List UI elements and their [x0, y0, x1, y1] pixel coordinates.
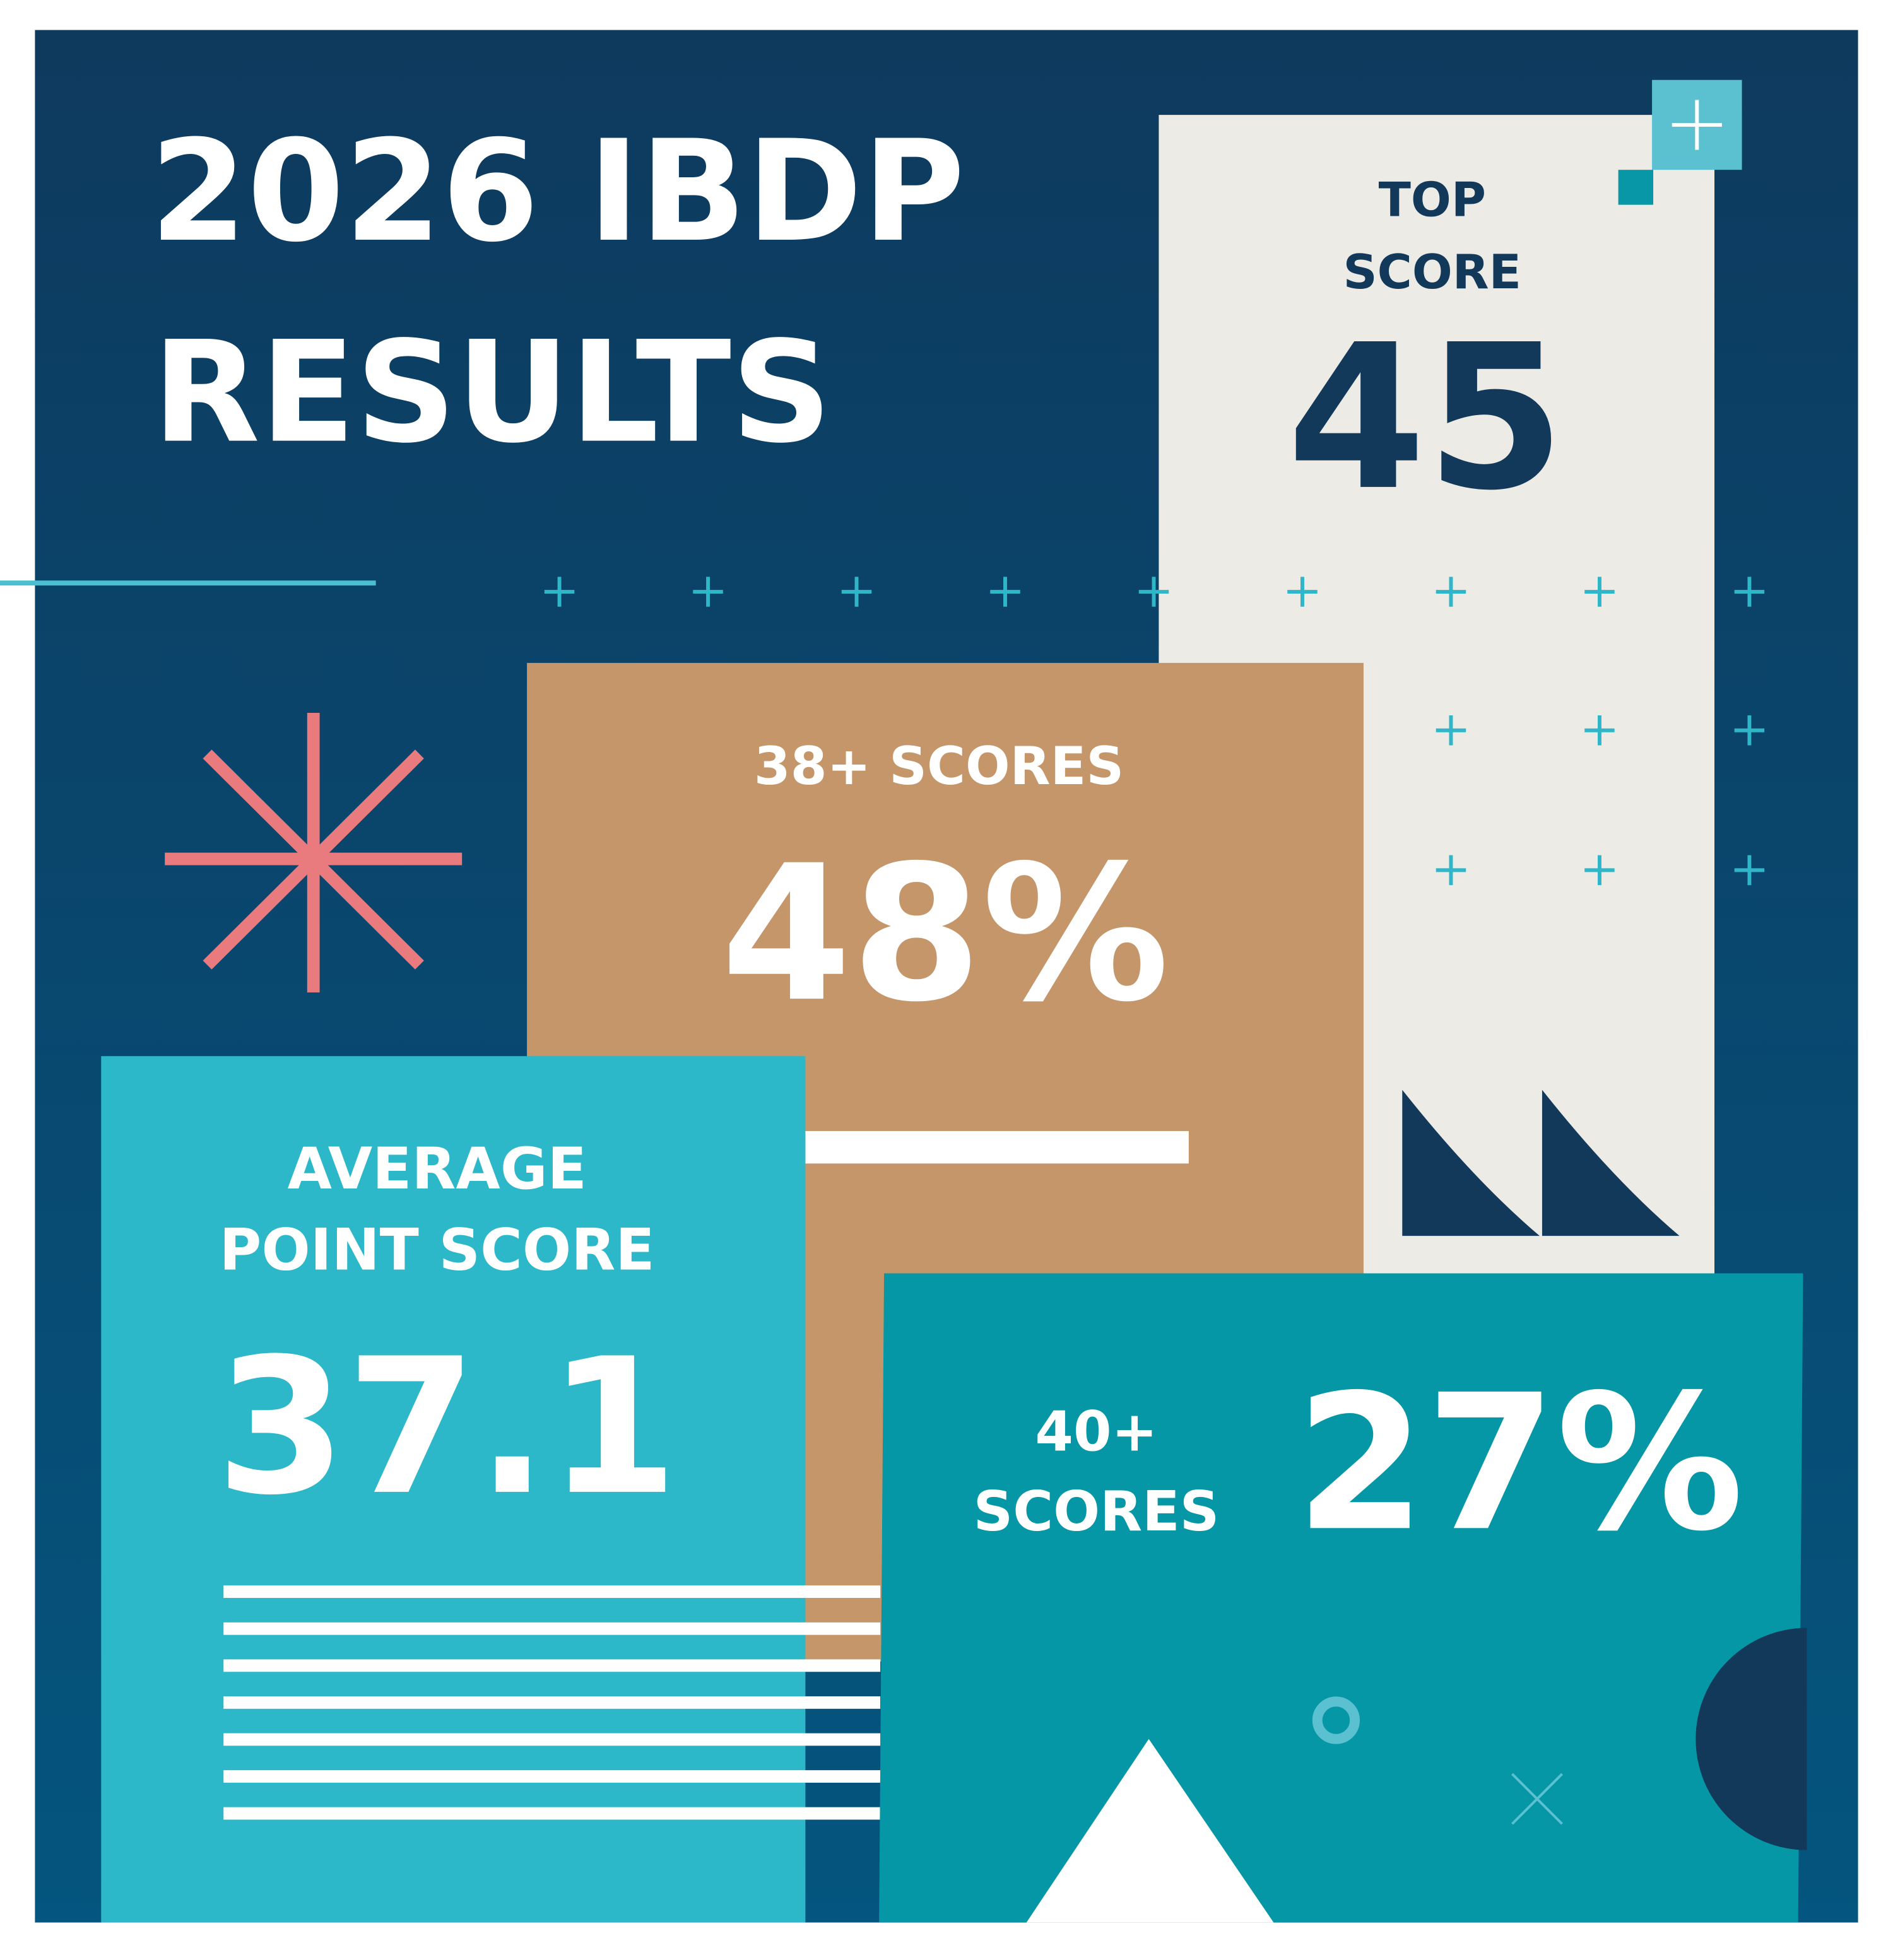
plus-icon — [1436, 715, 1466, 746]
card-label: 40+ — [1035, 1400, 1157, 1464]
plus-icon — [693, 577, 723, 607]
stripe — [223, 1807, 881, 1820]
stripe — [223, 1770, 881, 1783]
plus-pattern — [544, 577, 1765, 886]
stripe — [223, 1622, 881, 1635]
card-label: SCORE — [1343, 244, 1522, 300]
card-value: 37.1 — [216, 1318, 678, 1537]
title-line: 2026 IBDP — [150, 110, 965, 273]
stripe — [223, 1696, 881, 1709]
plus-icon — [1584, 855, 1615, 886]
plus-icon — [990, 577, 1020, 607]
ring-icon — [1312, 1696, 1360, 1744]
sail-shape — [1402, 1089, 1540, 1236]
plus-icon — [841, 577, 872, 607]
card-label: SCORES — [974, 1479, 1220, 1544]
card-label: 38+ SCORES — [754, 736, 1124, 797]
title-line: RESULTS — [152, 312, 832, 474]
cross-icon — [1511, 1773, 1563, 1825]
half-circle — [1695, 1628, 1807, 1850]
card-label: TOP — [1379, 172, 1486, 227]
plus-icon — [1672, 100, 1722, 150]
plus-icon — [1436, 577, 1466, 607]
stripe — [223, 1733, 881, 1746]
plus-icon — [1584, 715, 1615, 746]
sail-shape — [1542, 1089, 1680, 1236]
card-label: AVERAGE — [287, 1136, 586, 1202]
plus-icon — [1287, 577, 1318, 607]
card-value: 48% — [721, 825, 1169, 1043]
plus-icon — [1584, 577, 1615, 607]
card-40-plus — [879, 1273, 1803, 1923]
stripe — [223, 1659, 881, 1672]
plus-icon — [1436, 855, 1466, 886]
plus-icon — [1734, 855, 1765, 886]
plus-icon — [1734, 577, 1765, 607]
triangle-shape — [1026, 1739, 1274, 1923]
stripe — [223, 1585, 881, 1599]
plus-icon — [1734, 715, 1765, 746]
card-label: POINT SCORE — [220, 1218, 655, 1284]
accent-square — [1618, 170, 1654, 205]
card-value: 27% — [1295, 1354, 1743, 1573]
accent-bar — [805, 1130, 1189, 1164]
plus-icon — [1138, 577, 1169, 607]
stripe-pattern — [223, 1585, 881, 1820]
card-value: 45 — [1287, 302, 1566, 534]
asterisk-icon — [165, 713, 463, 993]
plus-icon — [544, 577, 575, 607]
